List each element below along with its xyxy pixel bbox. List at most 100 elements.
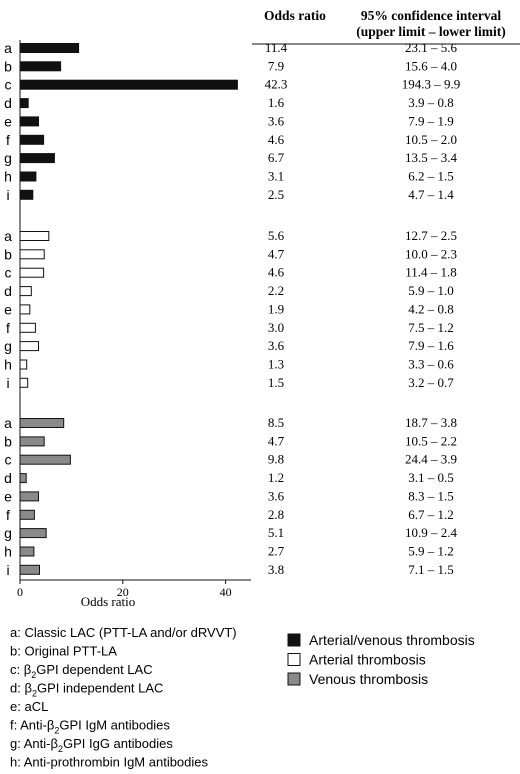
confidence-interval-value: 24.4 – 3.9 — [405, 452, 457, 467]
odds-ratio-value: 3.0 — [268, 320, 284, 335]
row-label: i — [6, 375, 9, 391]
odds-ratio-value: 1.5 — [268, 375, 284, 390]
key-entry-text: aCL — [24, 699, 48, 714]
odds-ratio-value: 1.6 — [268, 95, 285, 110]
confidence-interval-value: 5.9 – 1.2 — [408, 544, 454, 559]
odds-ratio-value: 42.3 — [265, 77, 288, 92]
key-entry: d: β2GPI independent LAC — [10, 681, 163, 699]
confidence-interval-value: 23.1 – 5.6 — [405, 40, 458, 55]
row-label: f — [6, 320, 10, 336]
odds-ratio-column-header: Odds ratio — [264, 8, 326, 23]
x-axis-label: Odds ratio — [81, 594, 136, 609]
confidence-interval-value: 12.7 – 2.5 — [405, 228, 457, 243]
bar-3-a — [19, 418, 65, 428]
bar-1-h — [19, 171, 37, 182]
odds-ratio-value: 1.3 — [268, 357, 284, 372]
odds-ratio-value: 8.5 — [268, 415, 284, 430]
legend-label: Arterial/venous thrombosis — [309, 632, 475, 648]
key-entry: h: Anti-prothrombin IgM antibodies — [10, 755, 209, 770]
bar-2-h — [19, 359, 28, 370]
legend-swatch — [287, 653, 301, 666]
odds-ratio-value: 11.4 — [265, 40, 288, 55]
row-label: e — [4, 301, 12, 317]
key-entry-text: Classic LAC (PTT-LA and/or dRVVT) — [24, 625, 236, 640]
odds-ratio-value: 4.6 — [268, 265, 285, 280]
key-entry-text: Anti-prothrombin IgM antibodies — [24, 755, 209, 770]
bar-3-b — [19, 436, 45, 447]
odds-ratio-value: 3.8 — [268, 562, 284, 577]
odds-ratio-value: 3.1 — [268, 169, 284, 184]
bars — [19, 43, 238, 575]
confidence-interval-value: 7.9 – 1.9 — [408, 113, 454, 128]
key-entry-prefix: d: — [10, 681, 24, 696]
bar-1-d — [19, 98, 29, 109]
bar-3-d — [19, 473, 27, 484]
legend-label: Venous thrombosis — [309, 671, 428, 687]
confidence-interval-value: 10.5 – 2.0 — [405, 132, 457, 147]
key-entry-prefix: c: — [10, 662, 24, 677]
confidence-interval-value: 7.1 – 1.5 — [408, 562, 454, 577]
bar-1-i — [19, 189, 34, 200]
bar-2-g — [19, 341, 39, 352]
bar-1-a — [19, 43, 80, 53]
row-label: c — [5, 77, 12, 93]
key-entry-text: β2GPI independent LAC — [24, 681, 163, 699]
bar-3-f — [19, 509, 35, 520]
odds-ratio-value: 4.7 — [268, 433, 285, 448]
ci-column-header-line1: 95% confidence interval — [361, 8, 501, 23]
row-label: e — [4, 488, 12, 504]
confidence-interval-value: 3.3 – 0.6 — [408, 357, 454, 372]
x-tick-label: 0 — [17, 585, 23, 599]
key-entry: a: Classic LAC (PTT-LA and/or dRVVT) — [10, 625, 237, 640]
confidence-interval-value: 10.9 – 2.4 — [405, 525, 458, 540]
bar-2-c — [19, 267, 45, 278]
confidence-interval-value: 5.9 – 1.0 — [408, 283, 454, 298]
odds-ratio-value: 6.7 — [268, 150, 285, 165]
confidence-interval-value: 3.9 – 0.8 — [408, 95, 454, 110]
confidence-interval-value: 3.2 – 0.7 — [408, 375, 454, 390]
key-entry: f: Anti-β2GPI IgM antibodies — [10, 718, 170, 736]
key-entry: b: Original PTT-LA — [10, 644, 117, 659]
row-label: h — [4, 357, 12, 373]
confidence-interval-value: 194.3 – 9.9 — [402, 77, 461, 92]
key-entry-text: Anti-β2GPI IgM antibodies — [20, 718, 170, 736]
legend-swatch — [287, 633, 301, 647]
bar-2-f — [19, 322, 36, 333]
table-header: Odds ratio 95% confidence interval (uppe… — [252, 8, 520, 45]
confidence-interval-value: 3.1 – 0.5 — [408, 470, 454, 485]
bar-2-e — [19, 304, 31, 315]
odds-ratio-value: 3.6 — [268, 113, 285, 128]
row-label: g — [4, 525, 12, 541]
row-label: d — [4, 95, 12, 111]
x-tick-label: 40 — [220, 585, 232, 599]
key-entry-prefix: h: — [10, 755, 24, 770]
x-axis: 0 20 40 Odds ratio — [17, 40, 251, 609]
bar-1-f — [19, 134, 45, 145]
bar-3-c — [19, 454, 71, 465]
confidence-interval-value: 10.5 – 2.2 — [405, 433, 457, 448]
bar-3-e — [19, 491, 39, 502]
odds-ratio-value: 9.8 — [268, 452, 284, 467]
bar-1-b — [19, 61, 62, 72]
odds-ratio-value: 4.7 — [268, 246, 285, 261]
confidence-interval-value: 10.0 – 2.3 — [405, 246, 457, 261]
row-label: f — [6, 132, 10, 148]
confidence-interval-value: 4.2 – 0.8 — [408, 301, 454, 316]
key-entry: e: aCL — [10, 699, 48, 714]
key-entry-text: Original PTT-LA — [24, 644, 117, 659]
bar-1-c — [19, 79, 238, 90]
odds-ratio-value: 7.9 — [268, 58, 284, 73]
odds-ratio-value: 5.6 — [268, 228, 285, 243]
row-label: h — [4, 169, 12, 185]
confidence-interval-value: 6.2 – 1.5 — [408, 169, 454, 184]
ci-column-header-line2: (upper limit – lower limit) — [356, 24, 505, 39]
confidence-interval-value: 18.7 – 3.8 — [405, 415, 457, 430]
key-entry-prefix: g: — [10, 736, 24, 751]
odds-ratio-value: 2.5 — [268, 187, 284, 202]
row-label: b — [4, 433, 12, 449]
odds-ratio-value: 2.7 — [268, 544, 285, 559]
confidence-interval-value: 4.7 – 1.4 — [408, 187, 454, 202]
bar-2-d — [19, 286, 32, 297]
row-label: d — [4, 283, 12, 299]
